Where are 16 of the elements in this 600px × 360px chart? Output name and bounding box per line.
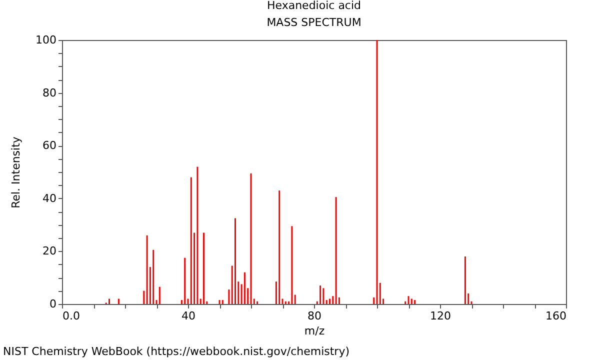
chart-title: Hexanedioic acid bbox=[266, 0, 362, 12]
y-axis-title: Rel. Intensity bbox=[10, 136, 23, 208]
chart-subtitle: MASS SPECTRUM bbox=[266, 16, 362, 29]
y-tick-label: 0 bbox=[50, 298, 56, 310]
x-axis-title: m/z bbox=[304, 324, 325, 338]
x-tick-label: 160 bbox=[546, 310, 566, 322]
y-tick-label: 40 bbox=[42, 192, 56, 205]
y-tick-label: 80 bbox=[42, 86, 56, 100]
x-tick-label: 120 bbox=[430, 310, 451, 322]
x-tick-label: 0.0 bbox=[62, 310, 80, 322]
x-tick-label: 80 bbox=[308, 310, 322, 322]
x-tick-label: 40 bbox=[182, 310, 196, 322]
y-tick-label: 20 bbox=[42, 244, 56, 258]
text: NIST Chemistry WebBook (https://webbook.nist.gov/chemistry) bbox=[3, 345, 350, 358]
y-tick-label: 60 bbox=[42, 139, 56, 152]
y-tick-label: 100 bbox=[36, 34, 56, 46]
